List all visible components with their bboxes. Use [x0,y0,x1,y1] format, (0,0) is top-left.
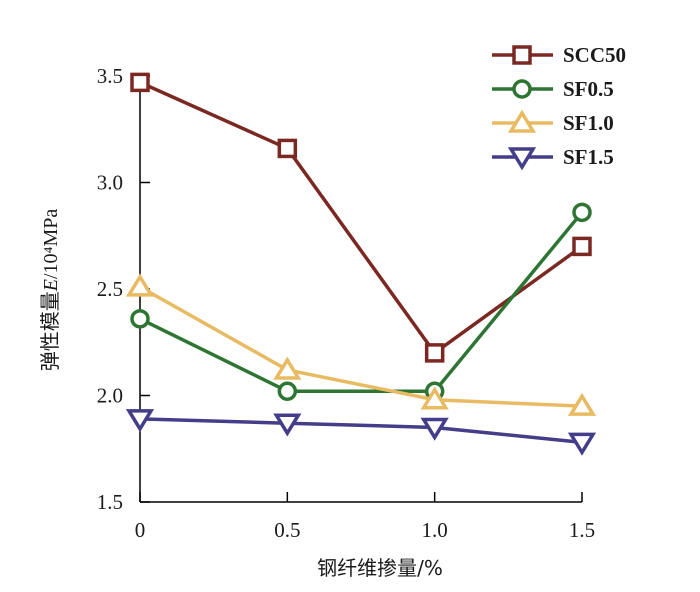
x-tick-label: 1.0 [422,518,448,542]
data-point [420,386,449,410]
data-point [130,309,150,329]
legend-label: SF1.5 [563,145,614,169]
legend-marker [507,147,537,171]
y-axis-title: 弹性模量E/10⁴MPa [38,209,62,372]
data-point [273,413,302,437]
y-axis-title-prefix: 弹性模量 [38,291,62,371]
data-point [125,273,155,297]
legend-label: SF1.0 [563,111,614,135]
legend-marker [512,45,532,65]
data-point [125,409,155,433]
data-point [277,138,298,159]
x-tick-label: 0 [135,518,146,542]
y-tick-label: 3.5 [97,64,123,88]
data-point [567,432,597,456]
y-axis-title-var: E [40,279,62,292]
data-point [572,236,592,257]
legend-marker [507,109,537,133]
series-line [139,211,584,393]
legend-item: SF1.0 [492,109,614,135]
y-tick-label: 3.0 [97,171,123,195]
y-axis-title-unit: /10⁴MPa [40,209,62,279]
axes: 1.5 2.0 2.5 3.0 3.5 0 0.5 1.0 1.5 [97,64,595,542]
data-point [130,72,150,93]
data-point [420,417,449,441]
data-point [424,343,445,363]
legend-item: SCC50 [492,43,626,67]
data-point [277,381,298,401]
x-tick-label: 1.5 [569,518,595,542]
legend-item: SF0.5 [492,77,614,101]
series-group [125,72,597,456]
x-tick-label: 0.5 [274,518,300,542]
x-axis-title: 钢纤维掺量/% [317,556,443,580]
y-tick-label: 2.0 [97,384,123,408]
legend-marker [512,79,532,99]
legend-item: SF1.5 [492,145,614,171]
legend: SCC50 SF0.5 SF1.0 SF1.5 [492,43,626,171]
legend-label: SCC50 [563,43,626,67]
data-point [567,392,597,416]
series-sf1-0 [125,273,597,416]
y-tick-label: 2.5 [97,277,123,301]
y-tick-label: 1.5 [97,490,123,514]
series-line [139,285,583,408]
series-sf0-5 [130,202,592,401]
data-point [572,202,592,223]
legend-label: SF0.5 [563,77,614,101]
series-sf1-5 [125,409,597,456]
series-line [139,417,583,445]
data-point [273,356,302,380]
